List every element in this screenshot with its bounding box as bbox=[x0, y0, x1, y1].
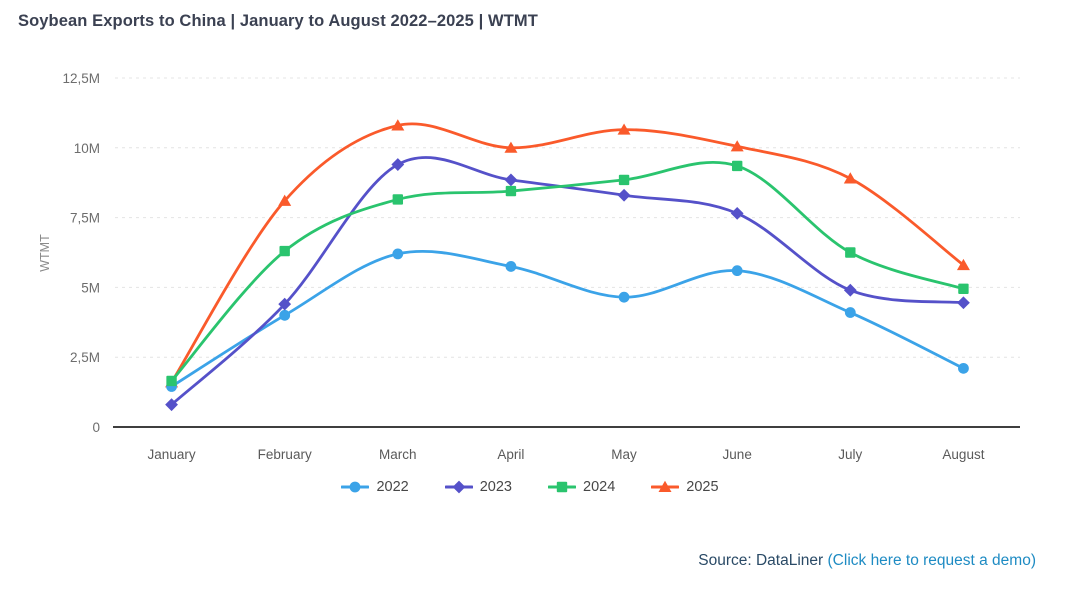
square-legend-icon bbox=[548, 481, 576, 493]
data-point-2025-july bbox=[843, 172, 857, 184]
y-tick-label: 10M bbox=[74, 141, 100, 156]
y-tick-label: 7,5M bbox=[70, 211, 100, 226]
data-point-2023-march bbox=[391, 158, 405, 171]
data-point-2022-august bbox=[958, 362, 969, 374]
data-point-2025-august bbox=[956, 258, 970, 271]
y-tick-label: 0 bbox=[92, 420, 100, 435]
data-point-2023-july bbox=[843, 283, 857, 297]
data-point-2024-march bbox=[392, 194, 404, 205]
legend-label: 2022 bbox=[376, 479, 409, 495]
legend-item-2025[interactable]: 2025 bbox=[651, 479, 719, 495]
data-point-2022-april bbox=[505, 261, 517, 272]
data-point-2022-july bbox=[844, 307, 856, 318]
chart-legend: 2022 2023 2024 2025 bbox=[0, 479, 1060, 495]
x-tick-label: January bbox=[148, 447, 196, 462]
y-axis-title: WTMT bbox=[38, 234, 52, 272]
series-line-2022 bbox=[170, 250, 965, 388]
y-tick-label: 2,5M bbox=[70, 350, 100, 365]
data-point-2022-may bbox=[618, 291, 630, 303]
data-point-2025-june bbox=[730, 140, 744, 152]
data-point-2024-january bbox=[166, 375, 177, 387]
x-tick-label: August bbox=[942, 447, 984, 462]
source-text: Source: DataLiner bbox=[698, 552, 828, 569]
data-point-2023-april bbox=[504, 173, 518, 187]
legend-marker bbox=[452, 480, 466, 494]
x-tick-label: May bbox=[611, 447, 637, 462]
data-point-2022-june bbox=[731, 265, 743, 277]
circle-legend-icon bbox=[341, 481, 370, 493]
triangle-legend-icon bbox=[651, 480, 680, 492]
legend-marker bbox=[658, 480, 672, 492]
request-demo-link[interactable]: (Click here to request a demo) bbox=[827, 552, 1036, 569]
legend-item-2024[interactable]: 2024 bbox=[548, 479, 615, 495]
data-point-2023-august bbox=[957, 296, 970, 310]
data-point-2023-january bbox=[165, 398, 178, 412]
legend-marker bbox=[350, 481, 361, 493]
x-tick-label: March bbox=[379, 447, 417, 462]
legend-label: 2023 bbox=[479, 479, 512, 495]
data-point-2025-april bbox=[504, 141, 518, 153]
data-point-2025-march bbox=[391, 119, 405, 131]
data-point-2024-july bbox=[845, 247, 856, 258]
legend-item-2022[interactable]: 2022 bbox=[341, 479, 409, 495]
legend-item-2023[interactable]: 2023 bbox=[444, 479, 512, 495]
x-tick-label: April bbox=[497, 447, 524, 462]
y-tick-label: 5M bbox=[81, 280, 100, 295]
data-point-2022-february bbox=[279, 309, 291, 321]
data-point-2024-february bbox=[279, 245, 290, 257]
data-point-2024-may bbox=[618, 174, 630, 186]
data-point-2024-august bbox=[958, 283, 969, 294]
y-tick-label: 12,5M bbox=[62, 71, 100, 86]
chart-title: Soybean Exports to China | January to Au… bbox=[18, 12, 538, 30]
data-point-2023-june bbox=[730, 207, 744, 220]
data-point-2022-march bbox=[392, 248, 404, 260]
x-tick-label: June bbox=[723, 447, 752, 462]
x-tick-label: July bbox=[838, 447, 862, 462]
legend-marker bbox=[556, 481, 568, 493]
legend-label: 2025 bbox=[686, 479, 719, 495]
series-line-2025 bbox=[170, 122, 965, 384]
data-point-2024-june bbox=[731, 160, 743, 172]
data-point-2024-april bbox=[505, 185, 517, 197]
diamond-legend-icon bbox=[444, 480, 473, 494]
x-tick-label: February bbox=[258, 447, 312, 462]
source-line: Source: DataLiner (Click here to request… bbox=[698, 552, 1036, 570]
legend-label: 2024 bbox=[583, 479, 616, 495]
data-point-2023-may bbox=[617, 188, 631, 202]
data-point-2023-february bbox=[278, 297, 292, 311]
data-point-2025-february bbox=[278, 194, 292, 206]
line-chart: 0 2,5M 5M 7,5M 10M 12,5M WTMT January February Ma… bbox=[38, 71, 1020, 462]
data-point-2025-may bbox=[617, 123, 631, 135]
